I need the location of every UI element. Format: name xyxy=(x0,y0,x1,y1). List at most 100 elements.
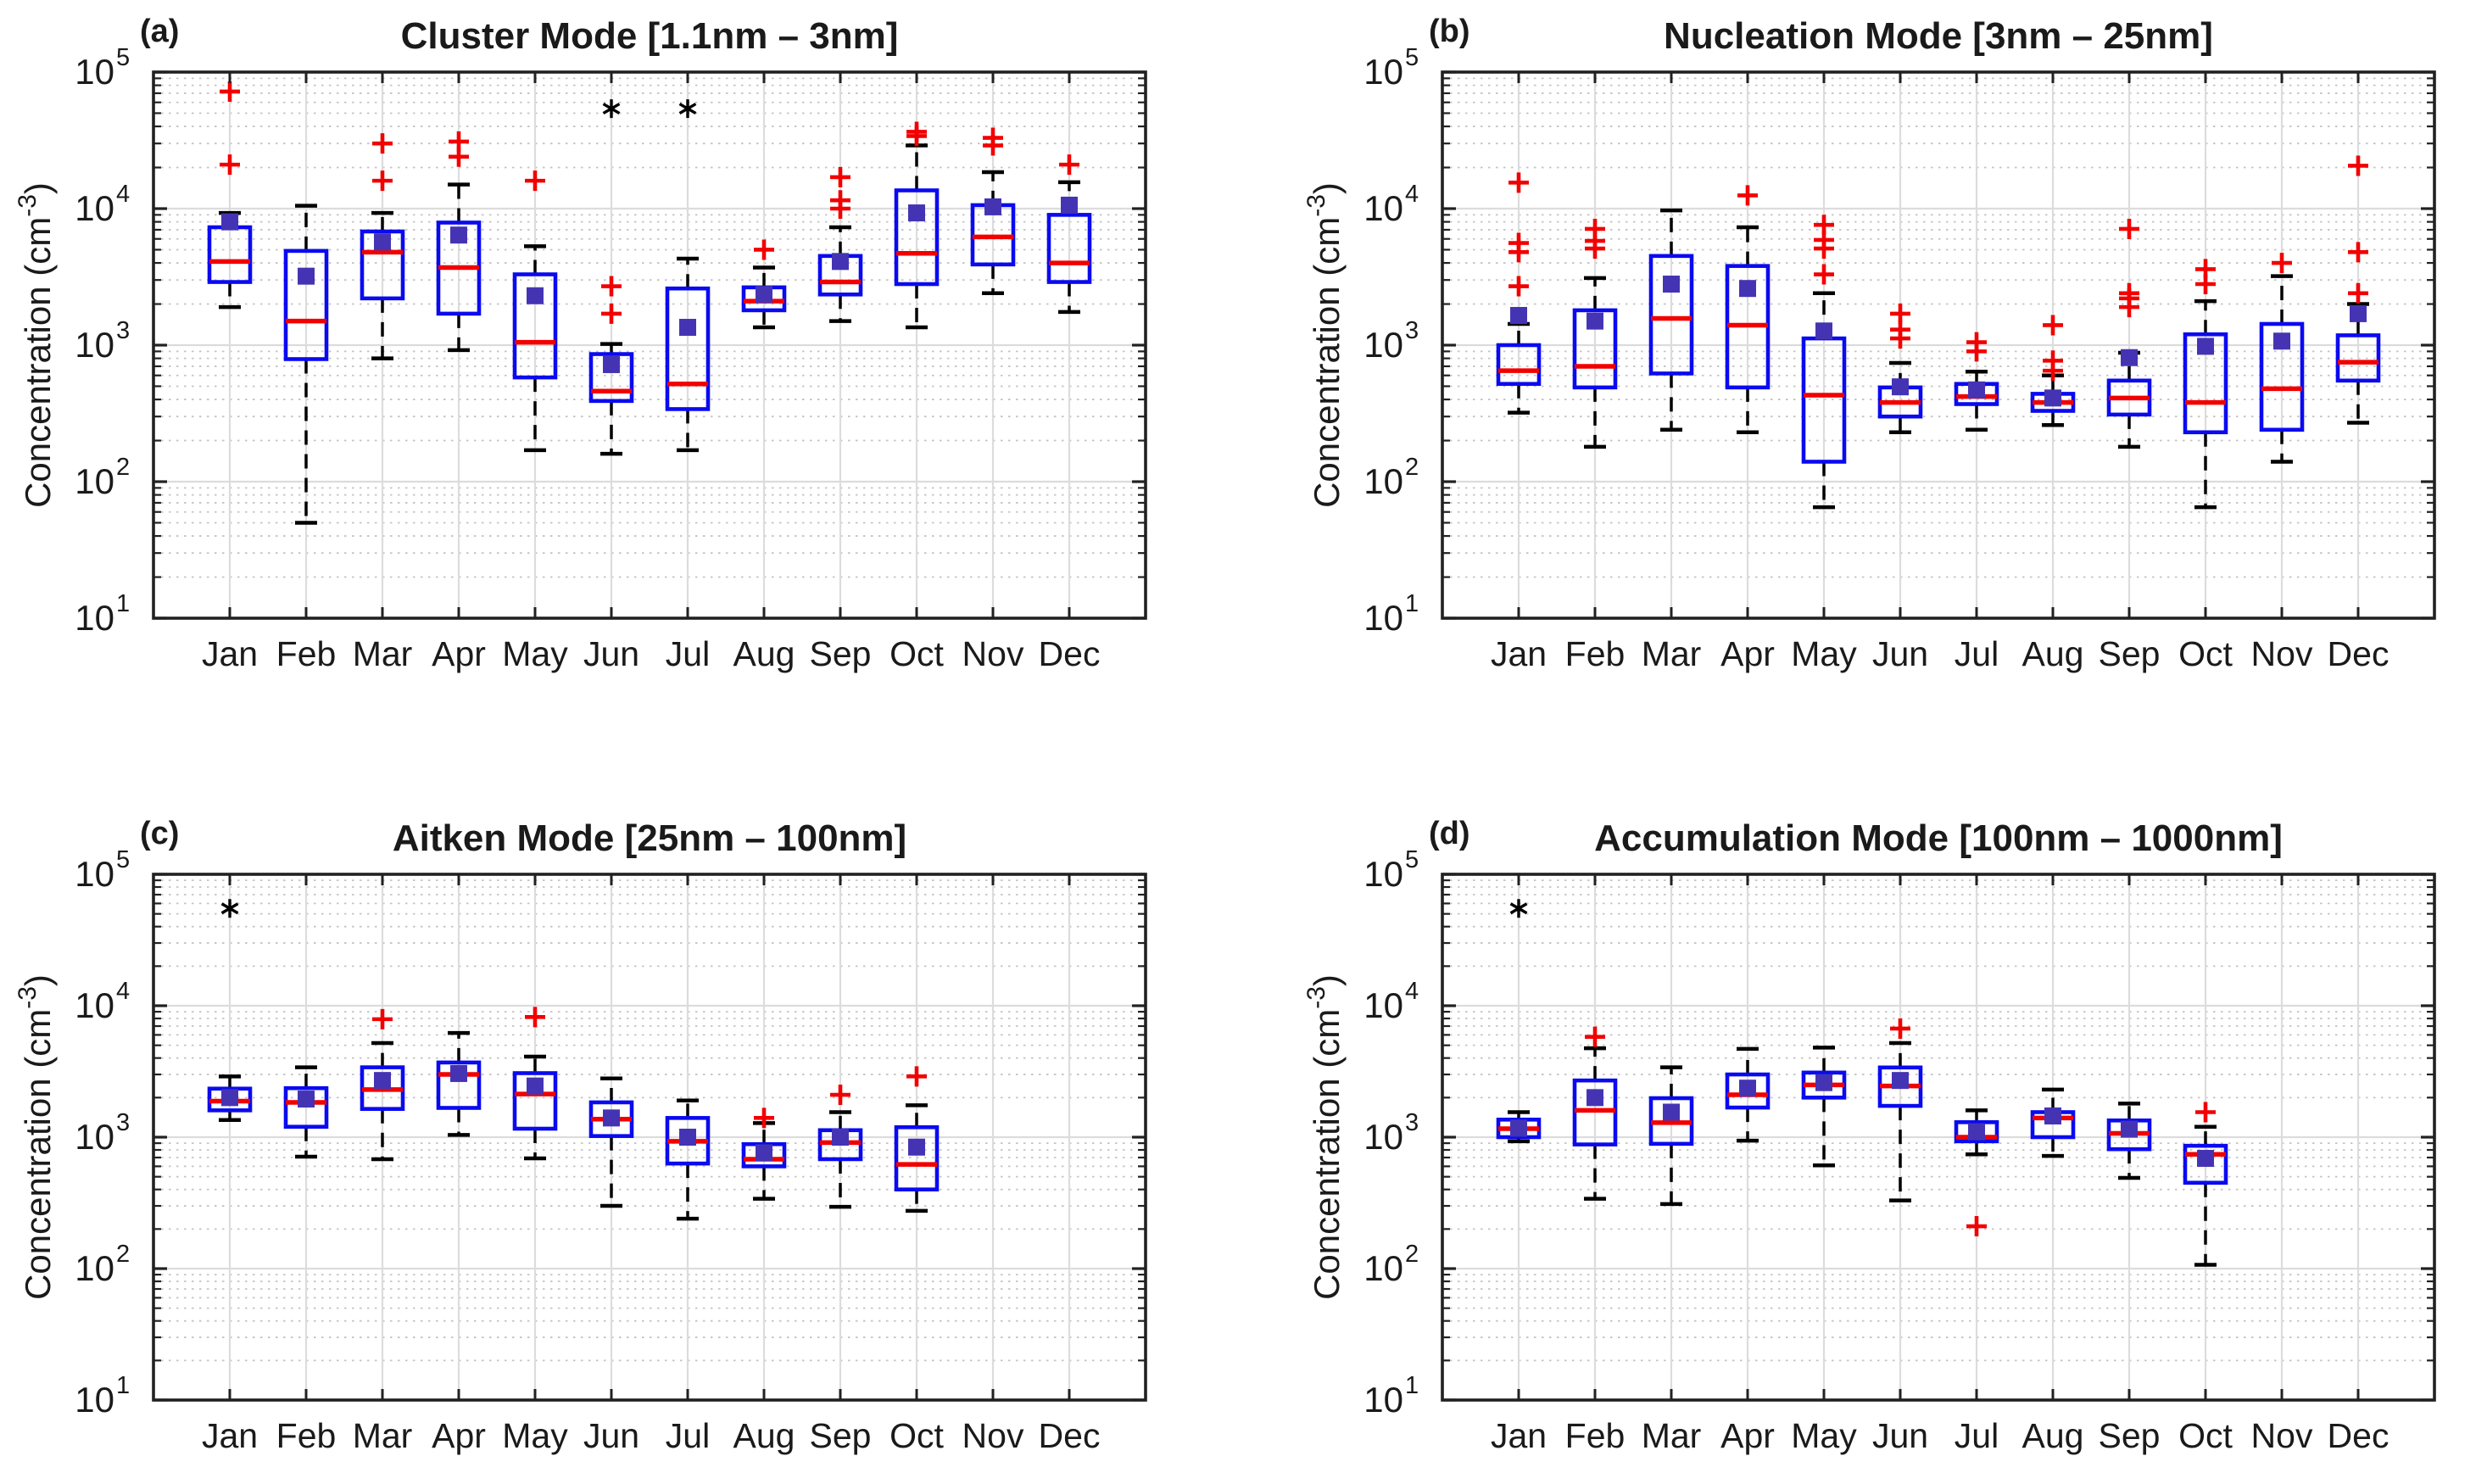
star-marker xyxy=(220,899,239,918)
boxplot-c-jan xyxy=(207,899,253,1123)
mean-marker xyxy=(603,355,620,373)
panel-title: Accumulation Mode [100nm – 1000nm] xyxy=(1594,817,2283,859)
mean-marker xyxy=(832,1129,849,1146)
boxplot-d-may xyxy=(1801,1046,1847,1168)
mean-marker xyxy=(2197,338,2214,355)
grid-major xyxy=(1442,207,2434,483)
y-tick-label-base: 10 xyxy=(75,854,114,894)
grid-minor xyxy=(1442,77,2434,578)
month-label: Apr xyxy=(432,634,486,673)
iqr-box xyxy=(283,1085,329,1130)
y-tick-label-exponent: 4 xyxy=(116,181,130,208)
mean-marker xyxy=(1968,1123,1985,1141)
outlier-plus-icon xyxy=(1585,218,1605,239)
mean-marker xyxy=(2273,332,2290,350)
mean-marker xyxy=(1510,1119,1527,1137)
boxplot-b-dec xyxy=(2335,155,2381,425)
month-label: Jun xyxy=(1872,1416,1928,1455)
y-tick-label-exponent: 3 xyxy=(1405,317,1419,344)
outlier-plus-icon xyxy=(2043,315,2063,336)
iqr-box xyxy=(894,188,940,287)
y-tick-label-exponent: 3 xyxy=(116,317,130,344)
y-tick-label-exponent: 4 xyxy=(1405,181,1419,208)
y-tick-label-base: 10 xyxy=(75,1117,114,1157)
y-tick-label-base: 10 xyxy=(75,985,114,1025)
outlier-plus-icon xyxy=(2195,259,2216,280)
y-tick-label-base: 10 xyxy=(75,1380,114,1420)
mean-marker xyxy=(2044,389,2061,407)
mean-marker xyxy=(908,1138,925,1156)
y-tick-label-exponent: 1 xyxy=(116,590,130,617)
y-axis-label: Concentration (cm-3) xyxy=(1302,182,1347,508)
y-tick-label-exponent: 5 xyxy=(1405,44,1419,71)
mean-marker xyxy=(450,226,467,244)
mean-marker xyxy=(1510,306,1527,324)
month-label: Sep xyxy=(810,1416,872,1455)
outlier-plus-icon xyxy=(2119,218,2139,239)
mean-marker xyxy=(374,1072,391,1090)
boxplot-c-aug xyxy=(741,1107,787,1201)
month-label: Mar xyxy=(1642,634,1702,673)
outlier-plus-icon xyxy=(1508,232,1529,254)
panel-title: Nucleation Mode [3nm – 25nm] xyxy=(1664,15,2213,57)
month-label: Sep xyxy=(2099,1416,2161,1455)
outlier-plus-icon xyxy=(2348,242,2368,263)
boxplot-c-feb xyxy=(283,1065,329,1159)
month-label: Jul xyxy=(1955,634,1999,673)
outlier-plus-icon xyxy=(601,303,622,324)
y-tick-label-base: 10 xyxy=(75,52,114,92)
month-label: May xyxy=(502,634,568,673)
grid-minor xyxy=(1442,879,2434,1362)
outlier-plus-icon xyxy=(525,1007,545,1028)
month-label: Apr xyxy=(1720,634,1775,673)
month-label: Dec xyxy=(1039,634,1101,673)
month-label: Apr xyxy=(432,1416,486,1455)
y-tick-label-base: 10 xyxy=(1363,52,1403,92)
iqr-box xyxy=(2183,332,2228,435)
mean-marker xyxy=(527,1077,544,1095)
month-label: Sep xyxy=(810,634,872,673)
panel-letter-label: (c) xyxy=(140,816,179,851)
mean-marker xyxy=(832,253,849,271)
outlier-plus-icon xyxy=(525,170,545,192)
mean-marker xyxy=(679,1129,696,1146)
mean-marker xyxy=(908,204,925,222)
boxplot-a-jun xyxy=(588,99,634,456)
month-label: Oct xyxy=(2178,1416,2233,1455)
boxplot-a-feb xyxy=(283,204,329,525)
month-label: Dec xyxy=(2328,634,2390,673)
y-tick-label-exponent: 1 xyxy=(116,1372,130,1399)
outlier-plus-icon xyxy=(1585,1026,1605,1047)
panel-letter-label: (d) xyxy=(1429,816,1470,851)
mean-marker xyxy=(298,1091,315,1108)
boxplot-a-sep xyxy=(817,166,863,323)
mean-marker xyxy=(2197,1149,2214,1167)
mean-marker xyxy=(2121,1120,2138,1138)
outlier-plus-icon xyxy=(220,81,240,102)
boxplot-a-mar xyxy=(360,133,405,360)
month-label: Feb xyxy=(1565,1416,1626,1455)
boxplot-b-may xyxy=(1801,215,1847,510)
iqr-box xyxy=(1046,213,1092,284)
month-label: May xyxy=(1791,634,1857,673)
outlier-plus-icon xyxy=(830,1085,850,1106)
boxplot-b-aug xyxy=(2030,315,2076,427)
boxplot-d-apr xyxy=(1725,1046,1771,1143)
iqr-box xyxy=(1725,1072,1771,1110)
boxplot-a-nov xyxy=(970,127,1016,296)
outlier-plus-icon xyxy=(1737,185,1758,206)
iqr-box xyxy=(2259,321,2305,432)
boxplot-d-mar xyxy=(1648,1065,1694,1207)
boxplot-d-oct xyxy=(2183,1102,2228,1267)
outlier-plus-icon xyxy=(1890,303,1910,324)
iqr-box xyxy=(436,1060,482,1110)
month-label: Aug xyxy=(2022,634,2084,673)
month-label: Jun xyxy=(583,634,639,673)
outlier-plus-icon xyxy=(1508,172,1529,193)
y-tick-label-exponent: 4 xyxy=(1405,978,1419,1005)
iqr-box xyxy=(2183,1143,2228,1186)
outlier-plus-icon xyxy=(1059,154,1079,176)
month-label: Sep xyxy=(2099,634,2161,673)
